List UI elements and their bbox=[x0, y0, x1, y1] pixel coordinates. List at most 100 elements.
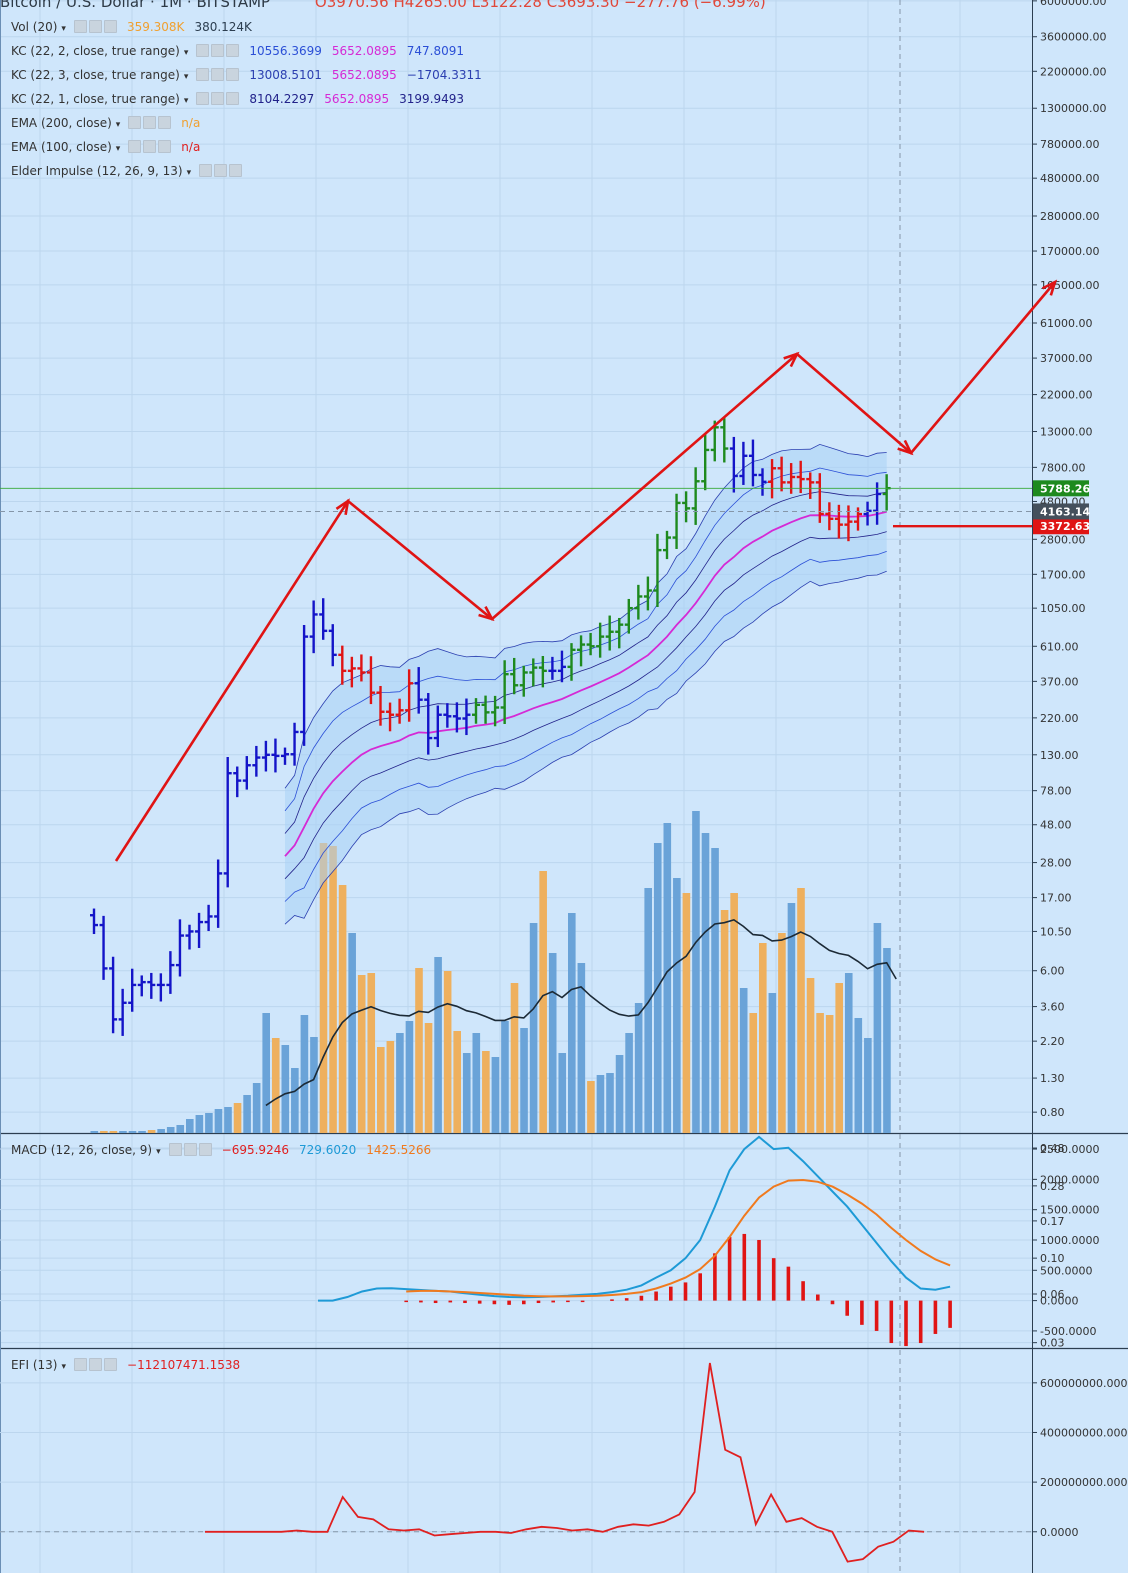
macd-histogram-bar bbox=[433, 1300, 438, 1304]
price-axis-label: 2800.00 bbox=[1040, 533, 1086, 546]
ohlc-bar bbox=[720, 418, 729, 463]
gear-icon[interactable] bbox=[143, 140, 157, 153]
ohlc-bar bbox=[500, 660, 509, 725]
chevron-down-icon[interactable]: ▾ bbox=[115, 144, 121, 154]
ohlc-bar bbox=[395, 698, 404, 724]
gear-icon[interactable] bbox=[214, 164, 228, 177]
macd-histogram-bar bbox=[536, 1300, 541, 1304]
chevron-down-icon[interactable]: ▾ bbox=[156, 1147, 161, 1157]
volume-bar bbox=[778, 933, 786, 1133]
macd-histogram-bar bbox=[845, 1300, 849, 1316]
price-axis-label: 2200000.00 bbox=[1040, 65, 1106, 78]
eye-icon[interactable] bbox=[168, 1143, 182, 1156]
macd-axis-label: 2500.0000 bbox=[1040, 1143, 1100, 1156]
indicator-legend-row[interactable]: MACD (12, 26, close, 9) ▾ −695.9246 729.602… bbox=[11, 1143, 441, 1159]
indicator-legend-row[interactable]: KC (22, 1, close, true range) ▾ 8104.2297 5… bbox=[11, 92, 474, 108]
eye-icon[interactable] bbox=[196, 92, 210, 105]
volume-bar bbox=[510, 983, 519, 1133]
eye-icon[interactable] bbox=[196, 44, 210, 57]
close-icon[interactable] bbox=[226, 44, 240, 57]
gear-icon[interactable] bbox=[183, 1143, 197, 1156]
gear-icon[interactable] bbox=[88, 20, 102, 33]
price-axis-label: 1050.00 bbox=[1040, 602, 1086, 615]
price-axis-label: 130.00 bbox=[1040, 749, 1079, 762]
ohlc-series bbox=[90, 418, 891, 1036]
macd-histogram-bar bbox=[904, 1300, 908, 1347]
macd-histogram-bar bbox=[948, 1300, 952, 1328]
gear-icon[interactable] bbox=[211, 44, 225, 57]
indicator-legend-row[interactable]: EFI (13) ▾ −112107471.1538 bbox=[11, 1358, 250, 1374]
close-icon[interactable] bbox=[158, 140, 172, 153]
chevron-down-icon[interactable]: ▾ bbox=[186, 168, 192, 178]
ohlc-bar bbox=[414, 667, 423, 714]
close-icon[interactable] bbox=[158, 116, 172, 129]
chevron-down-icon[interactable]: ▾ bbox=[183, 48, 189, 58]
indicator-legend-row[interactable]: EMA (200, close) ▾ n/a bbox=[11, 116, 210, 132]
price-axis-label: 3600000.00 bbox=[1040, 31, 1106, 44]
eye-icon[interactable] bbox=[128, 116, 142, 129]
close-icon[interactable] bbox=[226, 92, 240, 105]
ohlc-bar bbox=[557, 650, 566, 683]
volume-bar bbox=[844, 973, 853, 1133]
volume-bar bbox=[816, 1013, 824, 1133]
ohlc-bar bbox=[195, 912, 204, 948]
price-axis-label: 0.17 bbox=[1040, 1215, 1065, 1228]
ohlc-bar bbox=[586, 632, 595, 656]
close-icon[interactable] bbox=[198, 1143, 212, 1156]
macd-axis-label: 1000.0000 bbox=[1040, 1234, 1100, 1247]
ohlc-bar bbox=[481, 695, 490, 724]
indicator-value: 359.308K bbox=[126, 20, 185, 34]
gear-icon[interactable] bbox=[211, 68, 225, 81]
eye-icon[interactable] bbox=[73, 20, 87, 33]
close-icon[interactable] bbox=[229, 164, 243, 177]
volume-bar bbox=[138, 1131, 146, 1133]
gear-icon[interactable] bbox=[143, 116, 157, 129]
volume-bar bbox=[520, 1028, 528, 1133]
indicator-legend-row[interactable]: KC (22, 2, close, true range) ▾ 10556.3699… bbox=[11, 44, 474, 60]
macd-histogram-bar bbox=[654, 1291, 658, 1301]
macd-axis-label: 2000.0000 bbox=[1040, 1173, 1100, 1186]
chevron-down-icon[interactable]: ▾ bbox=[183, 72, 189, 82]
macd-histogram-bar bbox=[448, 1300, 453, 1303]
volume-bar bbox=[424, 1023, 433, 1133]
ohlc-bar bbox=[825, 502, 834, 531]
volume-bar bbox=[787, 903, 796, 1133]
eye-icon[interactable] bbox=[128, 140, 142, 153]
ohlc-bar bbox=[796, 460, 805, 494]
volume-bar bbox=[883, 948, 891, 1133]
chevron-down-icon[interactable]: ▾ bbox=[183, 96, 189, 106]
chevron-down-icon[interactable]: ▾ bbox=[61, 24, 66, 34]
indicator-name: EMA (100, close) bbox=[11, 140, 112, 154]
ohlc-bar bbox=[300, 624, 309, 746]
indicator-legend-row[interactable]: Vol (20) ▾ 359.308K 380.124K bbox=[11, 20, 262, 36]
indicator-value: 1425.5266 bbox=[366, 1143, 432, 1157]
macd-line-signal bbox=[406, 1178, 951, 1298]
ohlc-bar bbox=[443, 703, 452, 728]
gear-icon[interactable] bbox=[89, 1358, 103, 1371]
close-icon[interactable] bbox=[226, 68, 240, 81]
chevron-down-icon[interactable]: ▾ bbox=[61, 1362, 67, 1372]
gear-icon[interactable] bbox=[211, 92, 225, 105]
macd-histogram-bar bbox=[918, 1300, 923, 1344]
indicator-legend-row[interactable]: Elder Impulse (12, 26, 9, 13) ▾ bbox=[11, 164, 252, 180]
price-axis-label: 610.00 bbox=[1040, 640, 1079, 653]
close-icon[interactable] bbox=[103, 20, 117, 33]
eye-icon[interactable] bbox=[196, 68, 210, 81]
eye-icon[interactable] bbox=[199, 164, 213, 177]
close-icon[interactable] bbox=[104, 1358, 118, 1371]
indicator-legend-row[interactable]: EMA (100, close) ▾ n/a bbox=[11, 140, 210, 156]
indicator-name: EFI (13) bbox=[11, 1358, 58, 1372]
volume-bar bbox=[462, 1053, 471, 1133]
chevron-down-icon[interactable]: ▾ bbox=[115, 120, 121, 130]
indicator-name: EMA (200, close) bbox=[11, 116, 112, 130]
price-axis-label: 1300000.00 bbox=[1040, 102, 1106, 115]
macd-histogram-bar bbox=[566, 1300, 570, 1303]
keltner-band bbox=[284, 570, 887, 925]
indicator-legend-row[interactable]: KC (22, 3, close, true range) ▾ 13008.5101… bbox=[11, 68, 492, 84]
ohlc-bar bbox=[252, 745, 261, 777]
price-tag-bg bbox=[1033, 518, 1089, 535]
eye-icon[interactable] bbox=[74, 1358, 88, 1371]
ohlc-bar bbox=[672, 493, 681, 549]
